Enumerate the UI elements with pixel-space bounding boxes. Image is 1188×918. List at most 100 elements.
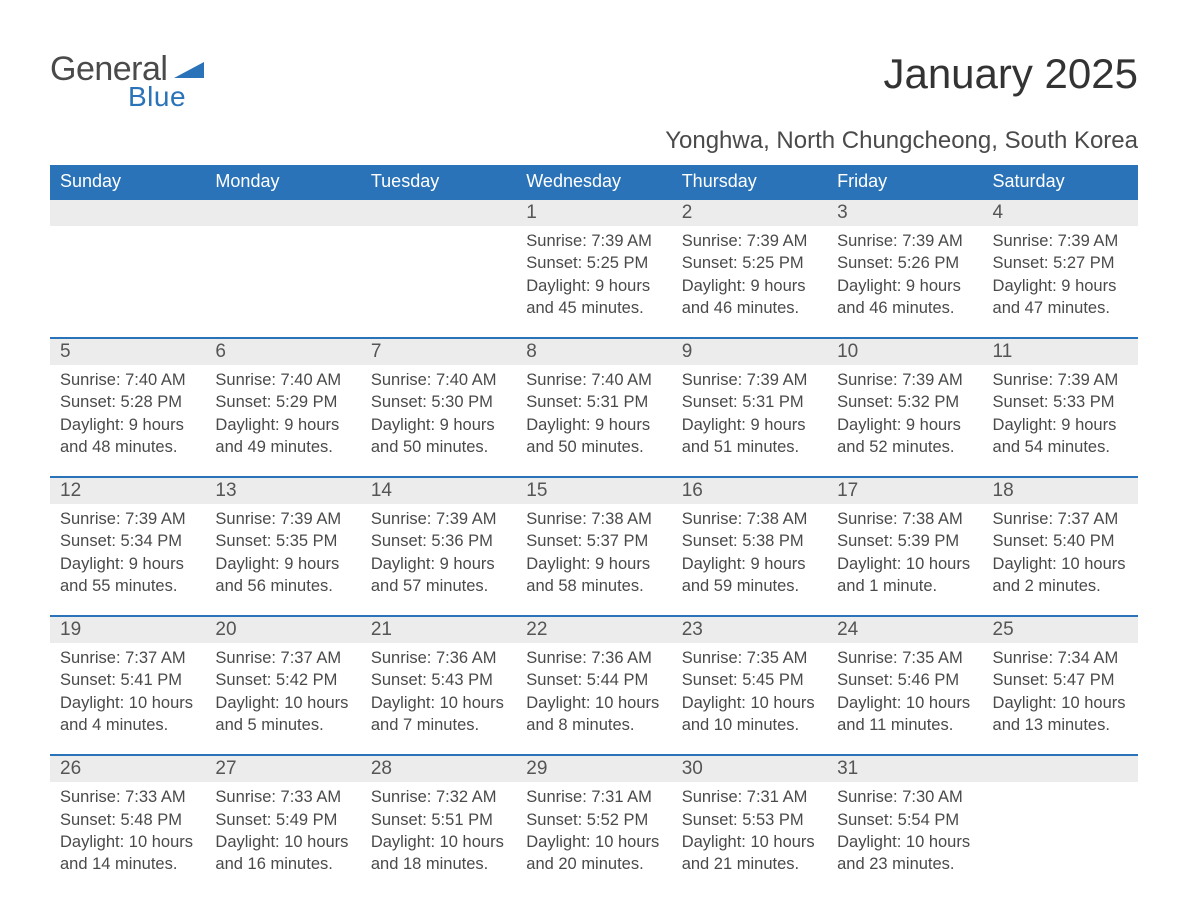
d2-text: and 5 minutes. [215,714,350,736]
day-content-cell: Sunrise: 7:33 AMSunset: 5:48 PMDaylight:… [50,782,205,893]
sunset-text: Sunset: 5:54 PM [837,809,972,831]
day-content-cell: Sunrise: 7:39 AMSunset: 5:34 PMDaylight:… [50,504,205,616]
day-content-cell [361,226,516,338]
d2-text: and 51 minutes. [682,436,817,458]
week-number-row: 19202122232425 [50,616,1138,643]
d1-text: Daylight: 10 hours [682,831,817,853]
day-number-cell: 26 [50,755,205,782]
day-number-cell: 20 [205,616,360,643]
sunrise-text: Sunrise: 7:40 AM [60,369,195,391]
sunset-text: Sunset: 5:30 PM [371,391,506,413]
day-content-cell: Sunrise: 7:30 AMSunset: 5:54 PMDaylight:… [827,782,982,893]
d2-text: and 21 minutes. [682,853,817,875]
sunrise-text: Sunrise: 7:35 AM [682,647,817,669]
week-content-row: Sunrise: 7:37 AMSunset: 5:41 PMDaylight:… [50,643,1138,755]
d1-text: Daylight: 10 hours [60,692,195,714]
sunset-text: Sunset: 5:36 PM [371,530,506,552]
day-content-cell [983,782,1138,893]
day-number-cell: 2 [672,199,827,226]
sunset-text: Sunset: 5:37 PM [526,530,661,552]
sunset-text: Sunset: 5:40 PM [993,530,1128,552]
sunset-text: Sunset: 5:42 PM [215,669,350,691]
sunset-text: Sunset: 5:39 PM [837,530,972,552]
d1-text: Daylight: 10 hours [215,831,350,853]
d2-text: and 57 minutes. [371,575,506,597]
sunrise-text: Sunrise: 7:36 AM [371,647,506,669]
sunrise-text: Sunrise: 7:39 AM [993,230,1128,252]
sunset-text: Sunset: 5:41 PM [60,669,195,691]
week-content-row: Sunrise: 7:33 AMSunset: 5:48 PMDaylight:… [50,782,1138,893]
day-content-cell: Sunrise: 7:38 AMSunset: 5:38 PMDaylight:… [672,504,827,616]
sunrise-text: Sunrise: 7:38 AM [526,508,661,530]
d1-text: Daylight: 10 hours [215,692,350,714]
day-content-cell: Sunrise: 7:36 AMSunset: 5:43 PMDaylight:… [361,643,516,755]
day-content-cell: Sunrise: 7:39 AMSunset: 5:31 PMDaylight:… [672,365,827,477]
d1-text: Daylight: 10 hours [682,692,817,714]
sunset-text: Sunset: 5:27 PM [993,252,1128,274]
calendar-table: Sunday Monday Tuesday Wednesday Thursday… [50,165,1138,893]
logo: General Blue [50,50,204,113]
sunset-text: Sunset: 5:46 PM [837,669,972,691]
sunset-text: Sunset: 5:38 PM [682,530,817,552]
day-content-cell [205,226,360,338]
d2-text: and 13 minutes. [993,714,1128,736]
sunset-text: Sunset: 5:32 PM [837,391,972,413]
day-number-cell [50,199,205,226]
day-number-cell: 25 [983,616,1138,643]
day-number-cell: 8 [516,338,671,365]
sunset-text: Sunset: 5:35 PM [215,530,350,552]
d2-text: and 16 minutes. [215,853,350,875]
sunset-text: Sunset: 5:44 PM [526,669,661,691]
d1-text: Daylight: 10 hours [371,692,506,714]
sunrise-text: Sunrise: 7:39 AM [837,230,972,252]
week-content-row: Sunrise: 7:39 AMSunset: 5:34 PMDaylight:… [50,504,1138,616]
sunset-text: Sunset: 5:53 PM [682,809,817,831]
sunset-text: Sunset: 5:25 PM [526,252,661,274]
week-content-row: Sunrise: 7:39 AM Sunset: 5:25 PM Daylight:… [50,226,1138,338]
d2-text: and 55 minutes. [60,575,195,597]
d1-text: Daylight: 10 hours [60,831,195,853]
sunset-text: Sunset: 5:31 PM [526,391,661,413]
d1-text: Daylight: 9 hours [371,414,506,436]
day-number-cell: 13 [205,477,360,504]
d2-text: and 4 minutes. [60,714,195,736]
sunset-text: Sunset: 5:48 PM [60,809,195,831]
d2-text: and 54 minutes. [993,436,1128,458]
d1-text: Daylight: 9 hours [526,553,661,575]
header: General Blue January 2025 [50,50,1138,113]
d1-text: Daylight: 9 hours [215,414,350,436]
day-number-cell: 17 [827,477,982,504]
month-title: January 2025 [883,50,1138,98]
d2-text: and 56 minutes. [215,575,350,597]
d2-text: and 52 minutes. [837,436,972,458]
d1-text: Daylight: 9 hours [837,275,972,297]
day-number-cell: 28 [361,755,516,782]
day-content-cell: Sunrise: 7:40 AMSunset: 5:28 PMDaylight:… [50,365,205,477]
sunrise-text: Sunrise: 7:30 AM [837,786,972,808]
day-content-cell: Sunrise: 7:40 AMSunset: 5:31 PMDaylight:… [516,365,671,477]
day-number-cell: 12 [50,477,205,504]
sunset-text: Sunset: 5:26 PM [837,252,972,274]
sunrise-text: Sunrise: 7:34 AM [993,647,1128,669]
d1-text: Daylight: 9 hours [526,414,661,436]
day-content-cell: Sunrise: 7:37 AMSunset: 5:42 PMDaylight:… [205,643,360,755]
day-content-cell: Sunrise: 7:39 AMSunset: 5:27 PMDaylight:… [983,226,1138,338]
day-header-row: Sunday Monday Tuesday Wednesday Thursday… [50,165,1138,199]
day-content-cell: Sunrise: 7:31 AMSunset: 5:52 PMDaylight:… [516,782,671,893]
sunrise-text: Sunrise: 7:37 AM [60,647,195,669]
day-number-cell: 6 [205,338,360,365]
d1-text: Daylight: 9 hours [682,275,817,297]
d1-text: Daylight: 10 hours [526,831,661,853]
d1-text: Daylight: 9 hours [60,414,195,436]
day-number-cell: 30 [672,755,827,782]
sunrise-text: Sunrise: 7:40 AM [526,369,661,391]
d2-text: and 46 minutes. [682,297,817,319]
d1-text: Daylight: 9 hours [993,414,1128,436]
d2-text: and 50 minutes. [371,436,506,458]
d2-text: and 18 minutes. [371,853,506,875]
week-number-row: 1234 [50,199,1138,226]
day-content-cell: Sunrise: 7:40 AMSunset: 5:30 PMDaylight:… [361,365,516,477]
day-content-cell [50,226,205,338]
sunset-text: Sunset: 5:49 PM [215,809,350,831]
sunset-text: Sunset: 5:43 PM [371,669,506,691]
